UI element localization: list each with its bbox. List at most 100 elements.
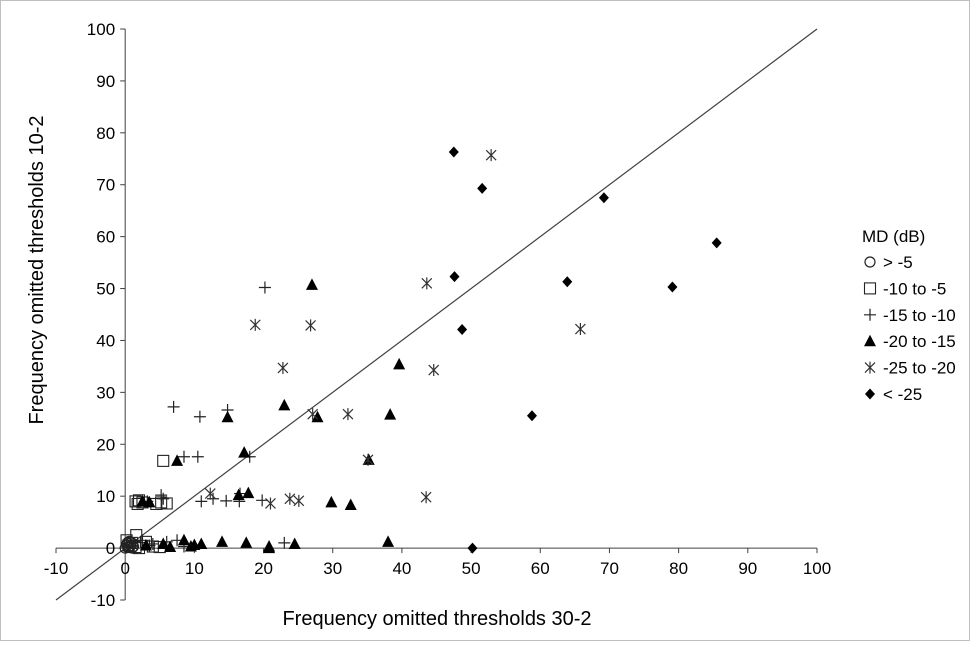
data-point bbox=[344, 498, 357, 511]
x-tick-label: 0 bbox=[120, 559, 129, 578]
y-axis-title: Frequency omitted thresholds 10-2 bbox=[26, 115, 48, 424]
data-point bbox=[293, 494, 305, 507]
identity-line bbox=[55, 28, 818, 601]
data-point bbox=[278, 536, 291, 549]
data-point bbox=[485, 149, 497, 162]
y-tick-label: 50 bbox=[96, 280, 115, 299]
data-point bbox=[382, 535, 395, 547]
data-point bbox=[143, 495, 156, 508]
legend-label: -15 to -10 bbox=[883, 306, 956, 325]
data-point bbox=[220, 494, 233, 507]
data-point bbox=[188, 538, 201, 550]
x-tick-label: 10 bbox=[185, 559, 204, 578]
legend-marker bbox=[864, 308, 876, 321]
x-tick-label: 40 bbox=[392, 559, 411, 578]
y-tick-label: 0 bbox=[106, 539, 115, 558]
data-point bbox=[240, 536, 253, 548]
data-point bbox=[467, 542, 478, 554]
y-tick-label: 90 bbox=[96, 72, 115, 91]
data-point bbox=[238, 446, 251, 458]
legend-label: -25 to -20 bbox=[883, 359, 956, 378]
y-tick-label: 10 bbox=[96, 487, 115, 506]
legend-marker bbox=[864, 334, 876, 347]
data-points bbox=[119, 146, 722, 555]
x-tick-label: 70 bbox=[600, 559, 619, 578]
data-point bbox=[420, 491, 432, 504]
legend: MD (dB) > -5 -10 to -5 -15 to -10 -20 to -1… bbox=[862, 227, 956, 404]
data-point bbox=[146, 537, 159, 550]
data-point bbox=[177, 450, 190, 463]
data-point bbox=[711, 237, 722, 249]
legend-title: MD (dB) bbox=[862, 227, 925, 246]
legend-marker bbox=[864, 361, 876, 374]
x-tick-label: -10 bbox=[44, 559, 69, 578]
data-point bbox=[207, 492, 220, 505]
data-point bbox=[263, 541, 276, 554]
y-tick-label: 30 bbox=[96, 383, 115, 402]
legend-label: -10 to -5 bbox=[883, 279, 946, 298]
x-tick-label: 100 bbox=[803, 559, 831, 578]
data-point bbox=[167, 400, 180, 413]
data-point bbox=[598, 192, 609, 204]
data-point bbox=[428, 364, 440, 377]
data-point bbox=[277, 361, 289, 374]
data-point bbox=[325, 495, 338, 508]
data-point bbox=[157, 454, 170, 467]
data-point bbox=[562, 276, 573, 288]
data-point bbox=[393, 357, 406, 370]
data-point bbox=[171, 454, 184, 466]
data-point bbox=[574, 323, 586, 336]
data-point bbox=[526, 410, 537, 422]
series-triangle bbox=[136, 278, 406, 554]
data-point bbox=[157, 537, 170, 549]
data-point bbox=[448, 146, 459, 158]
data-point bbox=[204, 487, 216, 500]
data-point bbox=[139, 538, 152, 551]
y-tick-label: 80 bbox=[96, 124, 115, 143]
y-tick-label: 70 bbox=[96, 176, 115, 195]
x-tick-label: 50 bbox=[462, 559, 481, 578]
data-point bbox=[242, 486, 255, 499]
data-point bbox=[258, 281, 271, 294]
data-point bbox=[284, 492, 296, 505]
data-point bbox=[216, 535, 229, 547]
data-point bbox=[221, 410, 234, 423]
data-point bbox=[155, 489, 168, 502]
data-point bbox=[362, 453, 374, 466]
y-tick-label: -10 bbox=[91, 591, 116, 610]
data-point bbox=[160, 497, 173, 510]
legend-marker bbox=[864, 256, 876, 268]
data-point bbox=[256, 494, 269, 507]
legend-label: < -25 bbox=[883, 385, 922, 404]
x-tick-label: 90 bbox=[738, 559, 757, 578]
legend-label: > -5 bbox=[883, 253, 913, 272]
data-point bbox=[164, 540, 177, 553]
data-point bbox=[311, 410, 324, 423]
data-point bbox=[191, 450, 204, 463]
data-point bbox=[120, 534, 133, 547]
data-point bbox=[249, 318, 261, 331]
data-point bbox=[193, 410, 206, 423]
y-tick-label: 20 bbox=[96, 435, 115, 454]
data-point bbox=[342, 408, 354, 421]
x-axis-title: Frequency omitted thresholds 30-2 bbox=[282, 608, 591, 630]
axes: -10 0 10 20 30 40 50 60 70 80 90 100-10010203040506… bbox=[44, 20, 831, 610]
x-tick-label: 30 bbox=[323, 559, 342, 578]
data-point bbox=[305, 278, 318, 290]
y-tick-label: 60 bbox=[96, 228, 115, 247]
data-point bbox=[305, 319, 317, 332]
x-tick-label: 20 bbox=[254, 559, 273, 578]
legend-marker bbox=[863, 282, 877, 295]
data-point bbox=[177, 533, 190, 546]
series-diamond bbox=[448, 146, 722, 554]
data-point bbox=[195, 495, 208, 508]
data-point bbox=[421, 277, 433, 290]
data-point bbox=[477, 182, 488, 194]
x-tick-label: 80 bbox=[669, 559, 688, 578]
data-point bbox=[457, 324, 468, 336]
data-point bbox=[288, 537, 301, 549]
data-point bbox=[449, 271, 460, 283]
